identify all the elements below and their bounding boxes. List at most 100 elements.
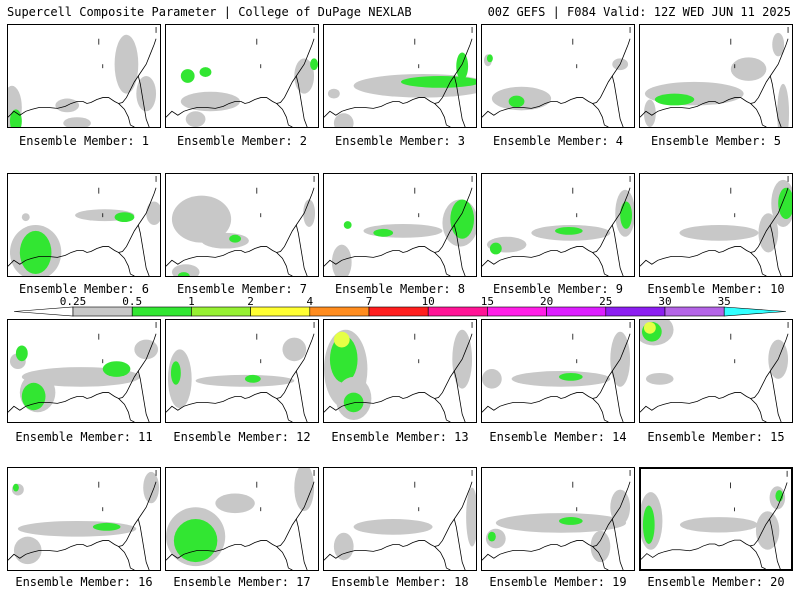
scp-moderate-contour xyxy=(177,272,190,276)
scp-moderate-contour xyxy=(92,522,121,531)
colorbar-segment xyxy=(605,306,666,317)
scp-moderate-contour xyxy=(654,93,695,106)
scp-moderate-contour xyxy=(199,67,212,77)
scp-low-contour xyxy=(134,339,159,360)
scp-low-contour xyxy=(21,213,30,222)
ensemble-member-caption: Ensemble Member: 19 xyxy=(489,575,627,589)
scp-low-contour xyxy=(482,369,502,389)
gulf-coastline xyxy=(166,38,315,118)
scp-moderate-contour xyxy=(229,234,242,243)
scp-moderate-contour xyxy=(244,374,261,383)
florida-coastline xyxy=(592,75,624,127)
scp-moderate-contour xyxy=(343,392,364,413)
colorbar-tick-label: 15 xyxy=(481,297,494,308)
ensemble-member-map[interactable] xyxy=(7,467,161,571)
colorbar-tick-label: 1 xyxy=(188,297,195,308)
scp-low-contour xyxy=(294,468,315,512)
ensemble-member-map[interactable] xyxy=(481,24,635,128)
gulf-coastline xyxy=(640,38,789,118)
map-canvas xyxy=(166,321,315,422)
scp-low-contour xyxy=(215,493,255,514)
ensemble-member-map[interactable] xyxy=(481,319,635,423)
scp-high-contour xyxy=(333,331,350,348)
scp-moderate-contour xyxy=(642,505,655,544)
gulf-coastline xyxy=(8,481,157,561)
scp-moderate-contour xyxy=(373,228,394,237)
ensemble-member-map[interactable] xyxy=(323,467,477,571)
scp-moderate-contour xyxy=(558,372,583,381)
ensemble-member-map[interactable] xyxy=(639,173,793,277)
map-canvas xyxy=(640,175,792,276)
scp-moderate-contour xyxy=(102,361,131,377)
scp-moderate-contour xyxy=(555,226,583,235)
ensemble-member-caption: Ensemble Member: 2 xyxy=(176,134,308,148)
scp-moderate-contour xyxy=(310,58,318,71)
scp-moderate-contour xyxy=(114,212,135,223)
gulf-coastline xyxy=(166,481,315,561)
colorbar-segment xyxy=(546,306,607,317)
ensemble-member-map[interactable] xyxy=(7,24,161,128)
florida-coastline xyxy=(750,224,782,276)
scp-moderate-contour xyxy=(180,69,195,83)
scp-low-contour xyxy=(590,530,611,563)
scp-low-contour xyxy=(755,511,780,550)
scp-moderate-contour xyxy=(486,54,493,63)
ensemble-member-caption: Ensemble Member: 16 xyxy=(15,575,153,589)
ensemble-member-map[interactable] xyxy=(165,467,319,571)
florida-coastline xyxy=(592,370,624,422)
ensemble-member-map[interactable] xyxy=(165,319,319,423)
ensemble-member-caption: Ensemble Member: 14 xyxy=(489,430,627,444)
colorbar-tick-label: 4 xyxy=(306,297,313,308)
ensemble-member-map[interactable] xyxy=(323,319,477,423)
ensemble-member-map[interactable] xyxy=(639,467,793,571)
ensemble-member-map[interactable] xyxy=(481,173,635,277)
colorbar-tick-label: 0.5 xyxy=(122,297,142,308)
map-canvas xyxy=(324,469,476,570)
scp-low-contour xyxy=(333,532,354,561)
map-canvas xyxy=(324,175,476,276)
map-canvas xyxy=(482,469,631,570)
gulf-coastline xyxy=(482,187,631,267)
colorbar-segment xyxy=(131,306,192,317)
ensemble-member-map[interactable] xyxy=(165,173,319,277)
colorbar-segment xyxy=(72,306,133,317)
scp-low-contour xyxy=(772,32,785,57)
scp-low-contour xyxy=(730,57,767,81)
ensemble-member-map[interactable] xyxy=(165,24,319,128)
florida-coastline xyxy=(118,370,150,422)
ensemble-member-map[interactable] xyxy=(323,173,477,277)
scp-low-contour xyxy=(353,519,433,535)
scp-moderate-contour xyxy=(9,109,22,127)
map-canvas xyxy=(8,175,160,276)
scp-low-contour xyxy=(282,337,307,362)
ensemble-member-caption: Ensemble Member: 20 xyxy=(647,575,785,589)
florida-coastline xyxy=(592,518,624,570)
colorbar-tick-label: 25 xyxy=(599,297,612,308)
ensemble-member-map[interactable] xyxy=(639,319,793,423)
scp-low-contour xyxy=(466,487,476,547)
ensemble-member-caption: Ensemble Member: 3 xyxy=(334,134,466,148)
florida-coastline xyxy=(276,518,308,570)
ensemble-member-caption: Ensemble Member: 17 xyxy=(173,575,311,589)
map-canvas xyxy=(8,469,160,570)
scp-low-contour xyxy=(645,372,674,385)
colorbar-segment xyxy=(191,306,251,317)
scp-moderate-contour xyxy=(620,201,633,229)
ensemble-member-map[interactable] xyxy=(639,24,793,128)
florida-coastline xyxy=(276,75,308,127)
colorbar-segment xyxy=(250,306,311,317)
ensemble-member-map[interactable] xyxy=(481,467,635,571)
ensemble-member-map[interactable] xyxy=(7,173,161,277)
scp-moderate-contour xyxy=(508,95,525,108)
scp-low-contour xyxy=(63,117,91,127)
ensemble-member-caption: Ensemble Member: 1 xyxy=(18,134,150,148)
ensemble-member-map[interactable] xyxy=(7,319,161,423)
map-canvas xyxy=(641,470,788,569)
scp-low-contour xyxy=(13,536,42,565)
colorbar-tick-label: 10 xyxy=(422,297,435,308)
colorbar-segment xyxy=(427,306,488,317)
ensemble-member-map[interactable] xyxy=(323,24,477,128)
map-canvas xyxy=(166,468,315,570)
scp-low-contour xyxy=(171,195,232,243)
scp-moderate-contour xyxy=(489,242,502,255)
